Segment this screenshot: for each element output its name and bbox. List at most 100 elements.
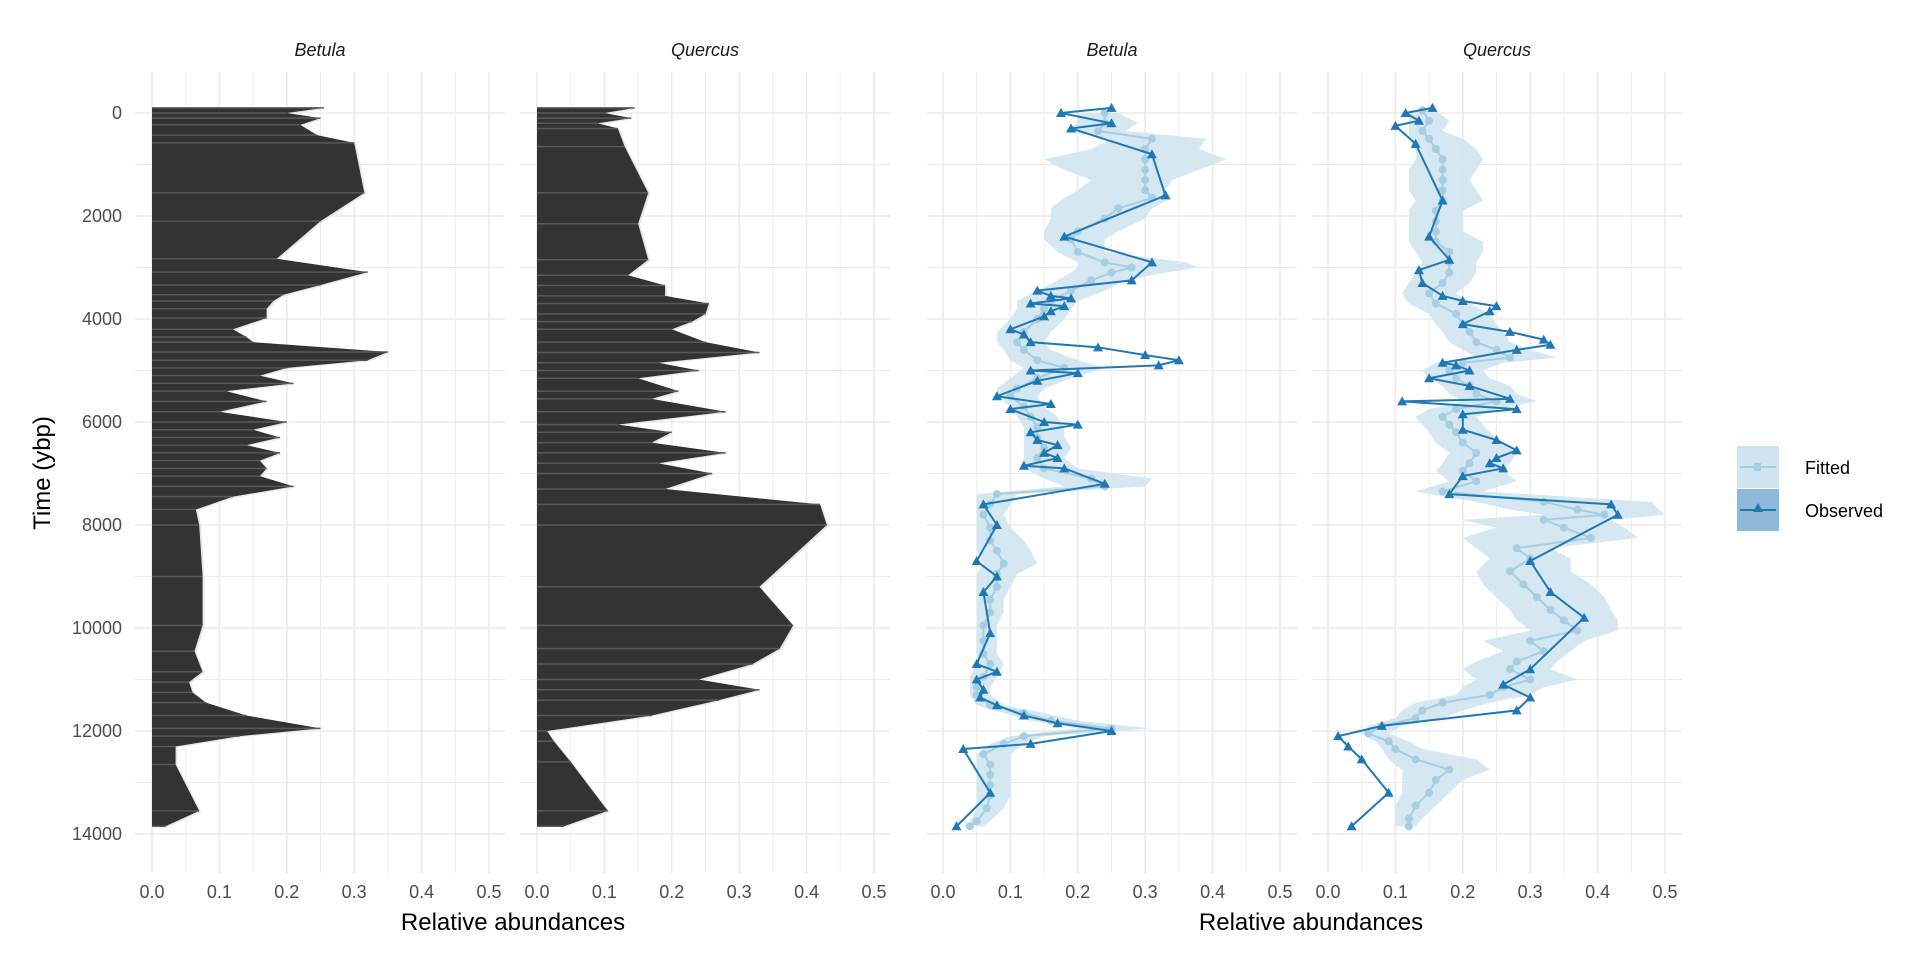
fitted-point [1539, 515, 1548, 524]
fitted-point [1141, 155, 1150, 164]
fitted-point [1060, 363, 1069, 372]
fitted-point [1364, 729, 1373, 738]
observed-point [991, 666, 1002, 676]
fitted-point [1411, 755, 1420, 764]
observed-point [1055, 108, 1066, 117]
observed-point [1545, 586, 1556, 596]
fitted-point [1458, 438, 1467, 447]
fitted-point [1472, 477, 1481, 486]
fitted-point [1404, 814, 1413, 823]
fitted-point [1431, 227, 1440, 236]
fitted-point [1452, 428, 1461, 437]
y-tick-label: 12000 [72, 721, 122, 741]
fitted-point [1438, 165, 1447, 174]
abundance-area [537, 107, 827, 827]
fitted-point [1418, 706, 1427, 715]
x-tick-label: 0.5 [476, 882, 501, 902]
y-tick-label: 0 [112, 103, 122, 123]
fitted-point [979, 621, 988, 630]
observed-point [1025, 365, 1036, 375]
strip-title-2: Quercus [671, 40, 739, 60]
fitted-point [1019, 345, 1028, 354]
observed-point [1457, 295, 1468, 305]
observed-point [1066, 293, 1077, 303]
fitted-point [1438, 412, 1447, 421]
fitted-point [1512, 657, 1521, 666]
observed-point [1356, 754, 1367, 764]
observed-point [1511, 705, 1522, 715]
observed-point [1383, 787, 1394, 797]
fitted-point [1073, 248, 1082, 257]
observed-point [1039, 417, 1050, 426]
observed-point [971, 674, 982, 684]
data-layer [152, 102, 1665, 831]
y-tick-label: 14000 [72, 824, 122, 844]
observed-point [1066, 123, 1077, 133]
observed-point [1018, 460, 1029, 470]
fitted-point [1438, 278, 1447, 287]
x-tick-label: 0.3 [1518, 882, 1543, 902]
fitted-point [1472, 448, 1481, 457]
y-tick-label: 6000 [82, 412, 122, 432]
fitted-point [1067, 286, 1076, 295]
observed-point [978, 499, 989, 509]
fitted-point [1425, 116, 1434, 125]
observed-point [1106, 102, 1117, 112]
fitted-point [1431, 299, 1440, 308]
x-tick-label: 0.2 [659, 882, 684, 902]
fitted-point [986, 781, 995, 790]
fitted-point [979, 510, 988, 519]
fitted-point [1458, 358, 1467, 367]
tick-layer: 0.0 0.1 0.2 0.3 0.4 0.5 0.0 0.1 0.2 0.3 0.4 0.5 0.0 0… [72, 103, 1678, 902]
fitted-point [1411, 801, 1420, 810]
fitted-point [1559, 523, 1568, 532]
fitted-point [1033, 356, 1042, 365]
fitted-point [1458, 466, 1467, 475]
fitted-point [1472, 389, 1481, 398]
observed-point [1525, 692, 1536, 702]
x-tick-label: 0.1 [998, 882, 1023, 902]
observed-point [1437, 195, 1448, 205]
fitted-point [1094, 127, 1103, 136]
observed-point [1457, 409, 1468, 419]
observed-point [1491, 301, 1502, 311]
observed-point [985, 628, 996, 638]
fitted-point [992, 582, 1001, 591]
fitted-point [1033, 423, 1042, 432]
observed-point [1498, 679, 1509, 689]
fitted-point [982, 804, 991, 813]
fitted-point [1141, 186, 1150, 195]
fitted-ribbon [1361, 110, 1665, 827]
x-tick-label: 0.1 [1383, 882, 1408, 902]
observed-point [1072, 368, 1083, 378]
x-tick-label: 0.4 [1200, 882, 1225, 902]
fitted-point [1519, 580, 1528, 589]
y-tick-label: 4000 [82, 309, 122, 329]
fitted-point [1445, 765, 1454, 774]
observed-point [1413, 265, 1424, 275]
fitted-point [1431, 775, 1440, 784]
x-tick-label: 0.1 [592, 882, 617, 902]
fitted-point [1505, 567, 1514, 576]
observed-point [1424, 231, 1435, 241]
observed-point [1498, 463, 1509, 473]
fitted-point [1384, 737, 1393, 746]
observed-point [1032, 285, 1043, 295]
observed-point [1457, 424, 1468, 434]
fitted-point [1438, 487, 1447, 496]
fitted-point [1445, 248, 1454, 257]
fitted-point [1452, 405, 1461, 414]
observed-point [1052, 453, 1063, 463]
x-tick-label: 0.2 [274, 882, 299, 902]
observed-point [1045, 306, 1056, 316]
fitted-point [999, 559, 1008, 568]
fitted-point [1391, 745, 1400, 754]
observed-point [958, 744, 969, 754]
fitted-point [1438, 698, 1447, 707]
observed-point [1491, 435, 1502, 445]
x-tick-label: 0.5 [1652, 882, 1677, 902]
fitted-point [1452, 374, 1461, 383]
fitted-point [1485, 690, 1494, 699]
fitted-point [979, 750, 988, 759]
observed-point [1032, 375, 1043, 385]
